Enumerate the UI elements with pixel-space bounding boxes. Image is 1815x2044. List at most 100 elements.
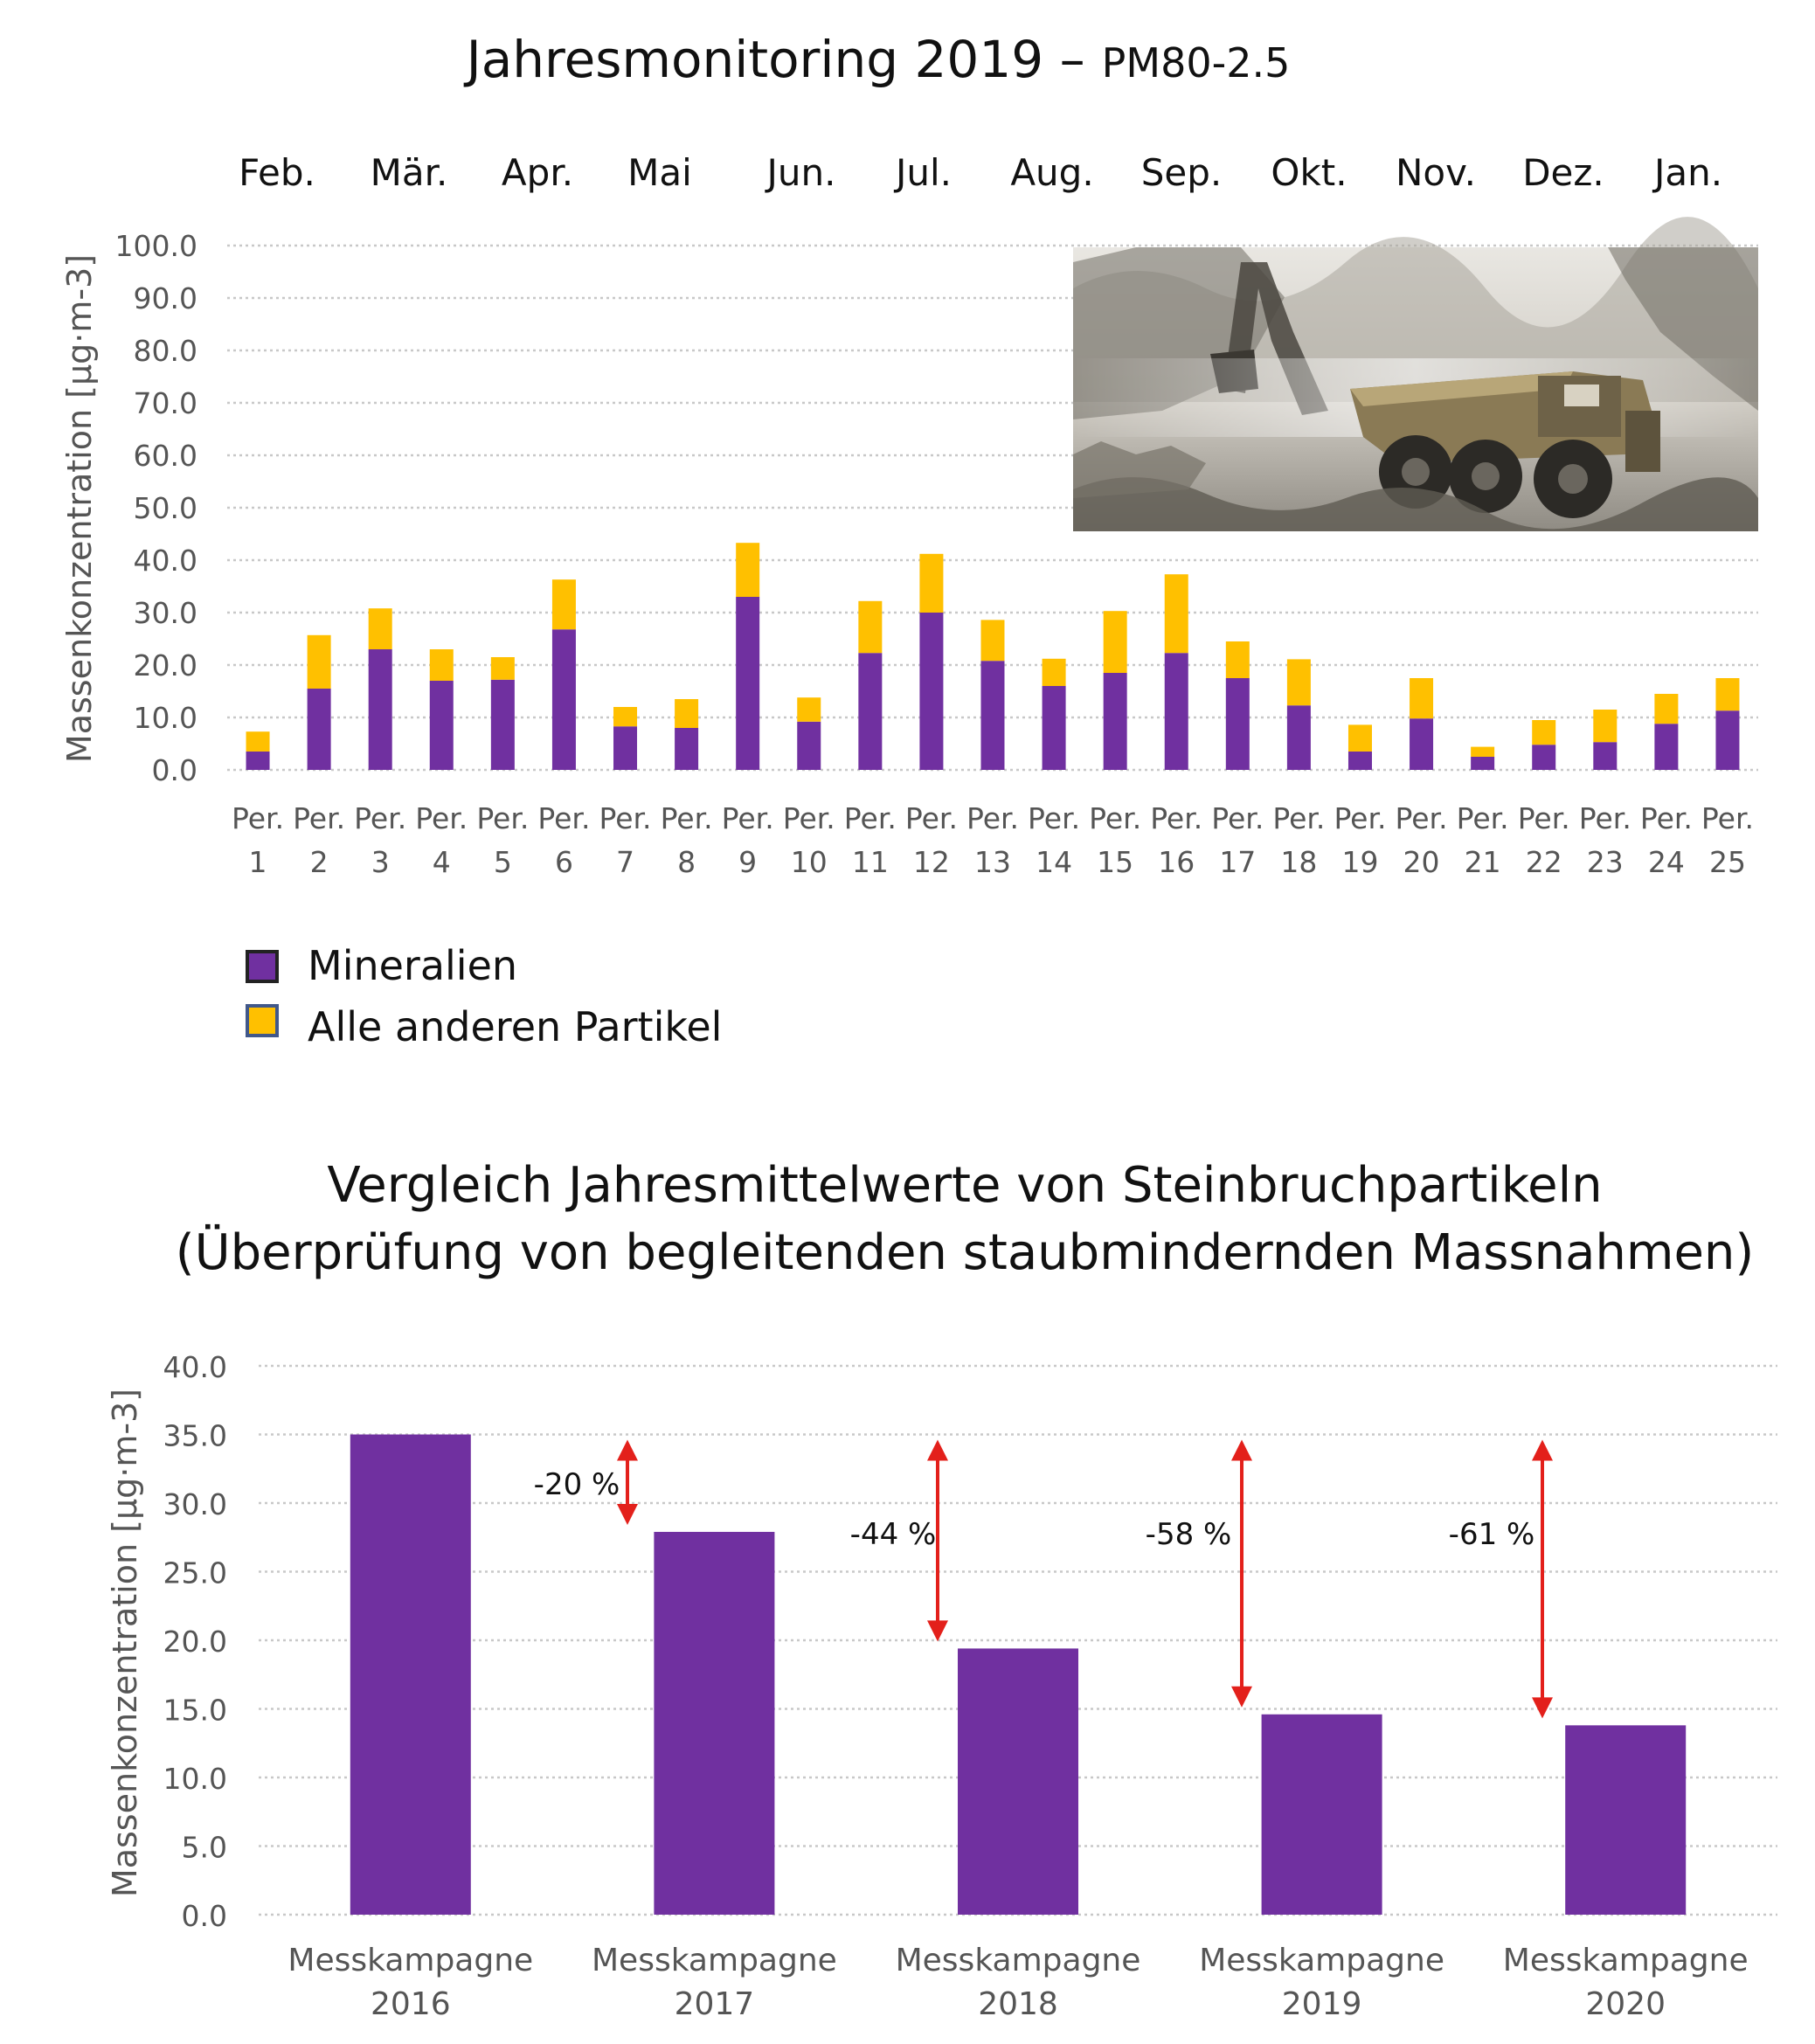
bar-andere-partikel bbox=[1410, 678, 1434, 719]
chart1-y-tick: 20.0 bbox=[134, 648, 197, 682]
chart1-x-tick-line2: 15 bbox=[1097, 845, 1133, 879]
reduction-arrow-head-up bbox=[617, 1439, 638, 1461]
bar-mineralien bbox=[736, 597, 760, 770]
bar-andere-partikel bbox=[1532, 720, 1556, 745]
chart1-x-tick-line1: Per. bbox=[1640, 801, 1693, 835]
chart1-x-tick-line2: 14 bbox=[1036, 845, 1072, 879]
chart1-x-tick-line1: Per. bbox=[537, 801, 590, 835]
bar-mineralien bbox=[1715, 710, 1740, 770]
chart2-y-tick: 15.0 bbox=[163, 1694, 227, 1728]
chart2-x-tick-line2: 2016 bbox=[371, 1986, 451, 2022]
bar-andere-partikel bbox=[797, 697, 821, 722]
bar-andere-partikel bbox=[919, 553, 944, 613]
bar-andere-partikel bbox=[1347, 724, 1372, 752]
chart2-y-tick: 30.0 bbox=[163, 1487, 227, 1521]
bar-andere-partikel bbox=[736, 543, 760, 597]
chart1-x-tick-line1: Per. bbox=[1518, 801, 1570, 835]
chart1-x-tick-line1: Per. bbox=[722, 801, 774, 835]
month-label: Jun. bbox=[765, 151, 836, 194]
bar-mineralien bbox=[858, 653, 883, 770]
bar-andere-partikel bbox=[1654, 694, 1679, 724]
bar-mineralien bbox=[613, 726, 638, 770]
chart1-x-tick-line2: 13 bbox=[974, 845, 1011, 879]
bar-andere-partikel bbox=[490, 657, 515, 680]
chart1-y-tick: 90.0 bbox=[134, 281, 197, 315]
chart1-x-tick-line1: Per. bbox=[232, 801, 284, 835]
chart1-x-tick-line1: Per. bbox=[1089, 801, 1141, 835]
chart1-x-tick-line1: Per. bbox=[1028, 801, 1080, 835]
month-label: Aug. bbox=[1010, 151, 1093, 194]
chart1-x-tick-line2: 19 bbox=[1341, 845, 1378, 879]
chart1-x-tick-line1: Per. bbox=[415, 801, 468, 835]
chart1-x-tick-line2: 4 bbox=[433, 845, 451, 879]
chart2-x-tick-line1: Messkampagne bbox=[1199, 1943, 1444, 1978]
chart1-x-tick-line1: Per. bbox=[844, 801, 897, 835]
bar-jahresmittel bbox=[350, 1434, 471, 1915]
chart1-x-tick-line2: 2 bbox=[310, 845, 329, 879]
bar-andere-partikel bbox=[429, 649, 454, 681]
chart1-month-labels: Feb. Mär. Apr. Mai Jun. Jul. Aug. Sep. Okt. Nov. D… bbox=[239, 151, 1722, 194]
chart1-x-tick-line2: 11 bbox=[852, 845, 889, 879]
chart1-y-tick: 10.0 bbox=[134, 701, 197, 735]
bar-andere-partikel bbox=[551, 579, 576, 630]
chart1-y-tick: 30.0 bbox=[134, 596, 197, 630]
bar-jahresmittel bbox=[1261, 1714, 1382, 1915]
chart1-y-tick: 70.0 bbox=[134, 386, 197, 420]
chart1-title: Jahresmonitoring 2019 – PM80-2.5 bbox=[464, 30, 1291, 89]
chart1-x-tick-line1: Per. bbox=[1334, 801, 1386, 835]
chart1-x-tick-line1: Per. bbox=[476, 801, 529, 835]
chart2-subtitle: (Überprüfung von begleitenden staubminde… bbox=[176, 1224, 1755, 1281]
month-label: Nov. bbox=[1396, 151, 1476, 194]
reduction-arrow-head-up bbox=[927, 1439, 948, 1461]
chart2-y-tick: 40.0 bbox=[163, 1350, 227, 1384]
chart1-x-tick-line2: 21 bbox=[1465, 845, 1501, 879]
reduction-arrow-head-up bbox=[1532, 1439, 1553, 1461]
chart1-x-tick-line1: Per. bbox=[905, 801, 958, 835]
bar-jahresmittel bbox=[1565, 1725, 1687, 1915]
chart1-x-tick-line1: Per. bbox=[354, 801, 406, 835]
chart2-x-tick-line2: 2020 bbox=[1585, 1986, 1666, 2022]
chart2-x-tick-line1: Messkampagne bbox=[1503, 1943, 1749, 1978]
chart2-x-tick-labels: Messkampagne 2016 Messkampagne 2017 Messkamp… bbox=[287, 1943, 1748, 2022]
legend-label-mineralien: Mineralien bbox=[308, 942, 517, 989]
bar-mineralien bbox=[1164, 653, 1188, 770]
bar-mineralien bbox=[1042, 686, 1066, 770]
chart1-x-tick-line2: 18 bbox=[1280, 845, 1317, 879]
chart2-bars bbox=[350, 1434, 1687, 1915]
chart1-x-tick-line1: Per. bbox=[1701, 801, 1754, 835]
bar-andere-partikel bbox=[980, 620, 1005, 662]
chart1-x-tick-line2: 8 bbox=[677, 845, 696, 879]
bar-mineralien bbox=[1471, 757, 1495, 770]
bar-mineralien bbox=[1225, 678, 1250, 770]
bar-mineralien bbox=[1103, 673, 1127, 770]
bar-mineralien bbox=[980, 661, 1005, 770]
bar-andere-partikel bbox=[675, 699, 699, 728]
chart1-x-tick-line2: 24 bbox=[1648, 845, 1685, 879]
reduction-arrow-head-down bbox=[617, 1503, 638, 1525]
bar-mineralien bbox=[1347, 752, 1372, 770]
chart1-y-tick: 40.0 bbox=[134, 544, 197, 578]
chart2-y-axis-label: Massenkonzentration [µg·m-3] bbox=[106, 1389, 144, 1897]
chart1-x-tick-line2: 5 bbox=[494, 845, 512, 879]
month-label: Okt. bbox=[1271, 151, 1347, 194]
chart1-x-tick-line1: Per. bbox=[783, 801, 835, 835]
chart1-x-tick-line1: Per. bbox=[966, 801, 1019, 835]
bar-mineralien bbox=[1654, 724, 1679, 770]
chart2-reduction-arrows: -20 % -44 % -58 % -61 % bbox=[534, 1439, 1553, 1719]
chart2-x-tick-line2: 2017 bbox=[675, 1986, 755, 2022]
chart2-x-tick-line1: Messkampagne bbox=[592, 1943, 837, 1978]
bar-andere-partikel bbox=[1471, 746, 1495, 757]
chart1-x-tick-line2: 1 bbox=[249, 845, 267, 879]
chart1-y-tick-labels: 0.0 10.0 20.0 30.0 40.0 50.0 60.0 70.0 80.0 90.0 1… bbox=[115, 229, 197, 787]
chart1-legend: Mineralien Alle anderen Partikel bbox=[246, 942, 722, 1050]
bar-mineralien bbox=[246, 752, 270, 770]
chart1-x-tick-line1: Per. bbox=[1457, 801, 1509, 835]
chart2-y-tick: 5.0 bbox=[182, 1831, 227, 1865]
bar-mineralien bbox=[797, 721, 821, 770]
reduction-arrow-head-down bbox=[927, 1620, 948, 1642]
chart2-y-tick: 20.0 bbox=[163, 1625, 227, 1659]
chart1-x-tick-line2: 16 bbox=[1158, 845, 1195, 879]
bar-mineralien bbox=[307, 689, 331, 770]
